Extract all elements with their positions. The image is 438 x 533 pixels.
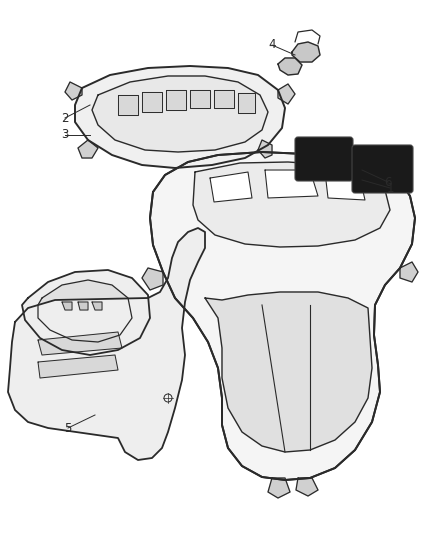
Polygon shape <box>238 93 255 113</box>
Polygon shape <box>205 292 372 452</box>
Polygon shape <box>150 152 415 480</box>
Polygon shape <box>118 95 138 115</box>
Polygon shape <box>92 76 268 152</box>
Polygon shape <box>258 140 272 158</box>
Polygon shape <box>22 270 150 355</box>
Polygon shape <box>278 58 302 75</box>
Polygon shape <box>400 262 418 282</box>
Text: 1: 1 <box>386 182 394 195</box>
Polygon shape <box>78 140 98 158</box>
Polygon shape <box>62 302 72 310</box>
Polygon shape <box>78 302 88 310</box>
Polygon shape <box>38 355 118 378</box>
Polygon shape <box>166 90 186 110</box>
Polygon shape <box>325 172 365 200</box>
Polygon shape <box>214 90 234 108</box>
Text: 2: 2 <box>61 111 69 125</box>
Polygon shape <box>193 162 390 247</box>
Polygon shape <box>65 82 82 100</box>
Text: 5: 5 <box>64 422 72 434</box>
FancyBboxPatch shape <box>295 137 353 181</box>
Polygon shape <box>292 42 320 62</box>
Text: 3: 3 <box>61 128 69 141</box>
Polygon shape <box>38 332 122 355</box>
Polygon shape <box>75 66 285 168</box>
Polygon shape <box>8 228 205 460</box>
Polygon shape <box>190 90 210 108</box>
Polygon shape <box>296 478 318 496</box>
Polygon shape <box>210 172 252 202</box>
Polygon shape <box>142 268 163 290</box>
Polygon shape <box>268 478 290 498</box>
Polygon shape <box>38 280 132 342</box>
Text: 6: 6 <box>384 175 392 189</box>
Polygon shape <box>265 170 318 198</box>
Polygon shape <box>278 84 295 104</box>
Text: 4: 4 <box>268 38 276 52</box>
Polygon shape <box>92 302 102 310</box>
Polygon shape <box>142 92 162 112</box>
FancyBboxPatch shape <box>352 145 413 193</box>
